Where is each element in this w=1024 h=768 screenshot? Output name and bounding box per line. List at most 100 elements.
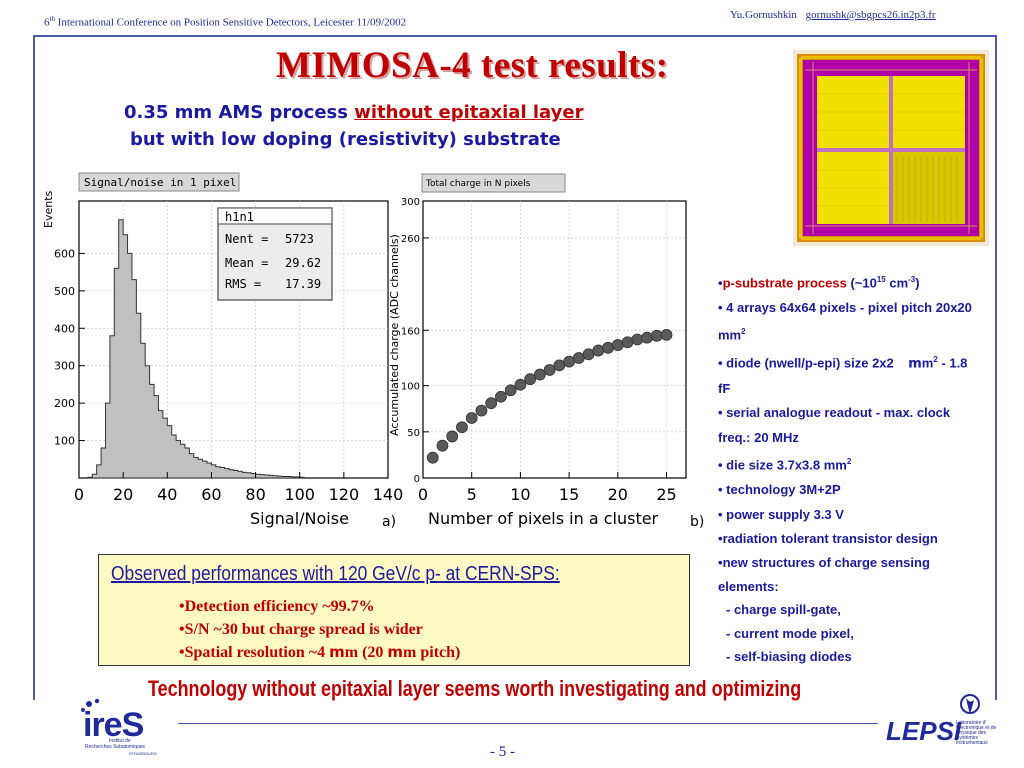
subtitle-process: 0.35 mm AMS process <box>124 102 355 123</box>
plot-a-xtick-label: 0 <box>74 485 84 504</box>
svg-text:Instrumentaux: Instrumentaux <box>956 740 988 746</box>
feature-self-biasing: - self-biasing diodes <box>726 649 852 664</box>
conf-text: International Conference on Position Sen… <box>54 16 407 29</box>
plot-a-title-box <box>78 172 240 192</box>
plot-b-ylabel: Accumulated charge (ADC channels) <box>388 234 401 436</box>
plot-a-ytick-label: 100 <box>54 435 75 448</box>
frame-top-line <box>33 35 997 37</box>
plot-b-point <box>456 421 468 434</box>
plot-a-ytick-label: 200 <box>54 397 75 410</box>
plot-b-xtick-label: 5 <box>467 485 477 504</box>
plot-b-point <box>485 397 498 410</box>
conclusion-text: Technology without epitaxial layer seems… <box>148 676 802 701</box>
feature-technology: • technology 3M+2P <box>718 482 841 498</box>
plot-b-ytick-label: 160 <box>401 326 420 337</box>
subtitle-line-1: 0.35 mm AMS process without epitaxial la… <box>124 102 583 123</box>
stats-mean: 29.62 <box>285 256 321 270</box>
footer-line <box>178 723 878 724</box>
plot-b-point <box>504 384 517 397</box>
features-structures: •new structures of charge sensing elemen… <box>718 551 980 669</box>
plot-a-xtick-label: 60 <box>201 485 221 504</box>
performance-box-title: Observed performances with 120 GeV/c p- … <box>111 563 560 585</box>
feature-substrate: •p-substrate process (~1015 cm-3) <box>718 275 920 291</box>
plot-a-ytick-label: 500 <box>54 285 75 298</box>
plot-b-point <box>660 328 673 341</box>
svg-text:Institut de: Institut de <box>109 738 131 744</box>
plot-a-histogram <box>87 219 305 479</box>
stats-rms-label: RMS = <box>225 277 261 291</box>
plot-a-xtick-label: 80 <box>245 485 265 504</box>
stats-name: h1n1 <box>225 210 254 224</box>
page-number: - 5 - <box>490 744 515 760</box>
plot-b-point <box>641 331 653 344</box>
subtitle-line-2: but with low doping (resistivity) substr… <box>130 129 561 150</box>
performance-resolution: •Spatial resolution ~4 mm (20 mm pitch) <box>179 643 461 661</box>
author-name: Yu.Gornushkin <box>730 9 797 21</box>
plot-b-title-box <box>421 173 566 193</box>
feature-radiation: •radiation tolerant transistor design <box>718 531 938 547</box>
plot-b-point <box>465 412 478 424</box>
plot-b-ytick-label: 260 <box>401 234 420 245</box>
plot-b-xtick-label: 15 <box>559 485 579 504</box>
plot-b-point <box>514 378 527 391</box>
plot-b-point <box>543 364 556 376</box>
plot-a-ytick-label: 300 <box>54 360 75 373</box>
ires-wordmark: ireS <box>83 706 144 744</box>
plot-a-xlabel: Signal/Noise <box>250 509 349 528</box>
plot-b-point <box>475 404 488 417</box>
feature-diode: • diode (nwell/p-epi) size 2x2 mm2 - 1.8… <box>718 355 968 396</box>
plots-area: Signal/noise in 1 pixel Events 0 20 40 60 80… <box>42 172 704 530</box>
plot-a-title: Signal/noise in 1 pixel <box>84 176 236 189</box>
plot-a-xtick-label: 40 <box>157 485 177 504</box>
plot-b-point <box>592 344 605 357</box>
frame-left-line <box>33 35 35 700</box>
features-list: •p-substrate process (~1015 cm-3) • 4 ar… <box>718 268 980 552</box>
plot-a-ytick-label: 400 <box>54 322 75 335</box>
feature-readout: • serial analogue readout - max. clock f… <box>718 405 951 445</box>
plot-a-xtick-label: 20 <box>113 485 133 504</box>
plot-b-point <box>611 339 624 351</box>
performance-box: Observed performances with 120 GeV/c p- … <box>98 554 690 666</box>
feature-power: • power supply 3.3 V <box>718 506 844 522</box>
plot-b-point <box>426 451 439 464</box>
performance-efficiency: •Detection efficiency ~99.7% <box>179 598 375 615</box>
plot-b-point <box>495 390 507 403</box>
conf-sup: th <box>49 15 55 23</box>
plot-b-ytick-label: 300 <box>401 197 420 208</box>
frame-right-line <box>995 35 997 700</box>
svg-text:Electronique et de: Electronique et de <box>956 725 997 731</box>
plot-b-point <box>436 439 449 452</box>
conf-number: 6 <box>44 16 50 29</box>
plot-b-point <box>524 373 537 386</box>
feature-arrays: • 4 arrays 64x64 pixels - pixel pitch 20… <box>718 299 972 343</box>
plot-b-point <box>446 430 459 443</box>
plot-b-ytick-label: 50 <box>407 428 420 439</box>
plot-b-panel-label: b) <box>690 514 704 530</box>
chip-die-photo <box>793 50 989 246</box>
plot-b-xtick-label: 20 <box>608 485 628 504</box>
stats-mean-label: Mean = <box>225 256 268 270</box>
plot-a-xtick-label: 120 <box>329 485 360 504</box>
plot-a-ytick-label: 600 <box>54 247 75 260</box>
plot-b-xtick-label: 25 <box>656 485 676 504</box>
performance-sn: •S/N ~30 but charge spread is wider <box>179 621 423 638</box>
plot-b-point <box>533 368 546 381</box>
ires-logo: ireS Institut de Recherches Subatomiques… <box>81 698 157 756</box>
author-email[interactable]: gornushk@sbgpcs26.in2p3.fr <box>805 9 936 21</box>
plot-b-title: Total charge in N pixels <box>425 179 531 189</box>
plot-b-xtick-label: 10 <box>510 485 530 504</box>
plot-b-point <box>650 329 663 342</box>
plot-b-point <box>621 336 634 349</box>
stats-nent: 5723 <box>285 232 314 246</box>
feature-spill-gate: - charge spill-gate, <box>726 602 841 617</box>
plot-b-xtick-label: 0 <box>418 485 428 504</box>
svg-text:Systèmes: Systèmes <box>956 735 978 741</box>
author-header: Yu.Gornushkin gornushk@sbgpcs26.in2p3.fr <box>730 9 936 21</box>
feature-structures-title: •new structures of charge sensing elemen… <box>718 555 930 594</box>
plot-b-xlabel: Number of pixels in a cluster <box>428 509 659 528</box>
conference-header: 6th International Conference on Position… <box>44 15 406 29</box>
svg-text:Physique des: Physique des <box>956 730 987 736</box>
feature-current-mode: - current mode pixel, <box>726 625 854 641</box>
plot-b-point <box>602 341 614 354</box>
stats-rms: 17.39 <box>285 277 321 291</box>
